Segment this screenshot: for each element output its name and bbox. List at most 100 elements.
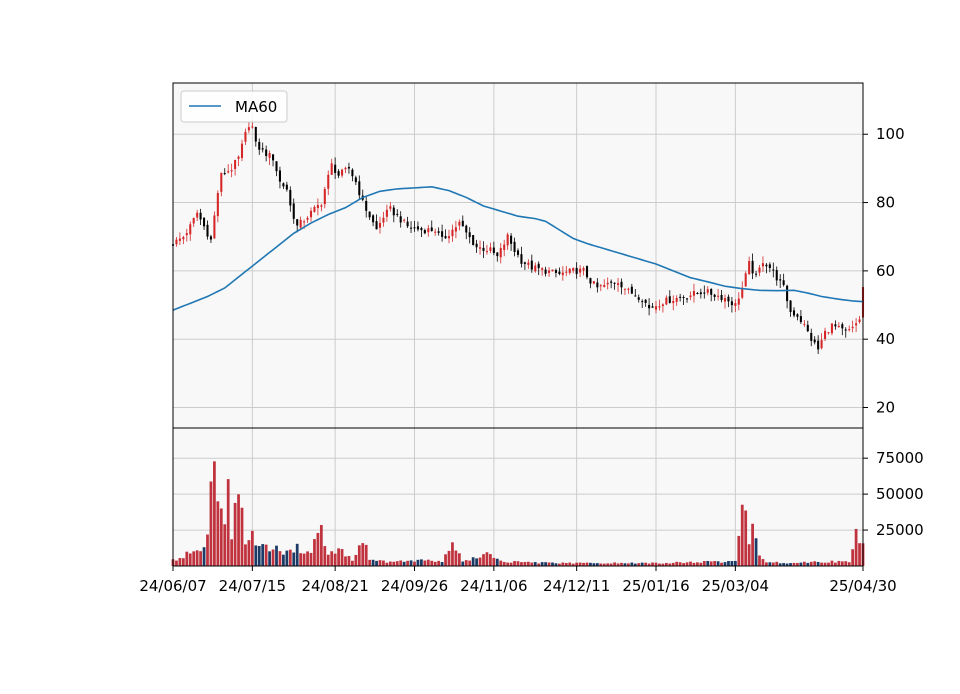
volume-bar — [447, 550, 451, 566]
candle — [399, 211, 402, 228]
volume-bar — [409, 560, 413, 566]
volume-bar — [306, 551, 309, 566]
candle-body — [316, 205, 319, 209]
candle-body — [323, 188, 326, 205]
candle — [406, 216, 409, 229]
candle — [565, 266, 568, 277]
candle — [389, 202, 392, 212]
candle — [258, 138, 261, 155]
volume-bar — [699, 562, 703, 566]
candle-body — [337, 171, 340, 176]
volume-bar — [316, 532, 320, 566]
candle-body — [441, 231, 444, 237]
candle — [234, 159, 237, 176]
candle — [713, 293, 716, 301]
candle-body — [351, 169, 354, 177]
volume-bar — [765, 562, 768, 566]
candle — [613, 282, 616, 290]
candle — [582, 266, 585, 276]
volume-bar — [257, 545, 261, 566]
candle — [799, 309, 802, 325]
candle-body — [717, 295, 720, 297]
ma60-line — [172, 186, 864, 311]
candle — [548, 267, 551, 277]
candle-body — [475, 243, 478, 248]
volume-bar — [592, 563, 596, 566]
candle-body — [568, 268, 571, 273]
volume-bar — [751, 523, 754, 566]
candle — [554, 268, 557, 278]
volume-bar — [209, 481, 213, 566]
xtick-label: 25/03/04 — [702, 577, 769, 595]
candle-body — [537, 263, 540, 269]
volume-bar — [768, 562, 772, 566]
volume-bar — [333, 553, 337, 566]
volume-bar — [347, 556, 351, 566]
volume-bar — [647, 563, 651, 566]
volume-bar — [416, 559, 420, 566]
candle-body — [579, 268, 582, 273]
candle-body — [178, 238, 181, 241]
candle-body — [841, 324, 844, 329]
candle-body — [199, 212, 202, 220]
candle — [175, 237, 178, 247]
candle-body — [834, 324, 837, 327]
volume-bar — [351, 560, 354, 566]
candle — [451, 224, 454, 242]
price-y-axis: 20 40 60 80 100 — [863, 125, 905, 417]
volume-bar — [178, 558, 182, 566]
candle-body — [551, 269, 554, 272]
candle-body — [309, 210, 313, 218]
candle — [779, 274, 782, 288]
volume-bar — [706, 560, 710, 566]
volume-bar — [395, 561, 399, 566]
candle — [703, 285, 706, 299]
volume-bar — [851, 549, 855, 566]
candle — [741, 281, 744, 300]
volume-bar — [664, 562, 668, 566]
candle — [837, 322, 840, 328]
volume-bar — [478, 557, 482, 566]
candle-body — [372, 215, 375, 223]
candle-body — [341, 169, 344, 176]
candle-body — [620, 281, 623, 288]
volume-bar — [444, 554, 447, 566]
candle-body — [599, 285, 602, 287]
xtick-label: 24/09/26 — [381, 577, 448, 595]
candle — [396, 209, 399, 217]
candle — [817, 335, 820, 355]
candle-body — [630, 286, 633, 294]
candle — [592, 281, 595, 285]
candle — [337, 169, 340, 179]
volume-bar — [595, 563, 599, 566]
volume-bar — [433, 561, 437, 566]
candle — [475, 239, 478, 253]
volume-bar — [392, 561, 396, 566]
volume-bar — [278, 551, 282, 566]
candle — [306, 216, 309, 223]
volume-bar — [268, 551, 271, 566]
candle — [851, 320, 854, 333]
candle-body — [837, 325, 840, 327]
candle — [330, 158, 333, 175]
candle-body — [792, 310, 796, 316]
candle-body — [468, 232, 471, 238]
candle-body — [703, 292, 706, 294]
candle — [178, 232, 181, 245]
volume-bar — [202, 547, 206, 566]
candle-body — [192, 217, 195, 224]
volume-bar — [509, 562, 513, 566]
volume-bar — [213, 461, 216, 566]
candle-body — [265, 149, 268, 156]
candle-body — [420, 227, 423, 231]
candle — [199, 208, 202, 225]
candle — [482, 241, 485, 259]
candle — [641, 299, 644, 308]
candle-body — [410, 227, 413, 229]
candle-body — [679, 296, 682, 298]
candle-body — [223, 173, 226, 175]
candle-body — [385, 209, 388, 217]
candle-body — [330, 163, 333, 175]
candle-body — [827, 332, 830, 334]
candle-body — [641, 301, 644, 303]
